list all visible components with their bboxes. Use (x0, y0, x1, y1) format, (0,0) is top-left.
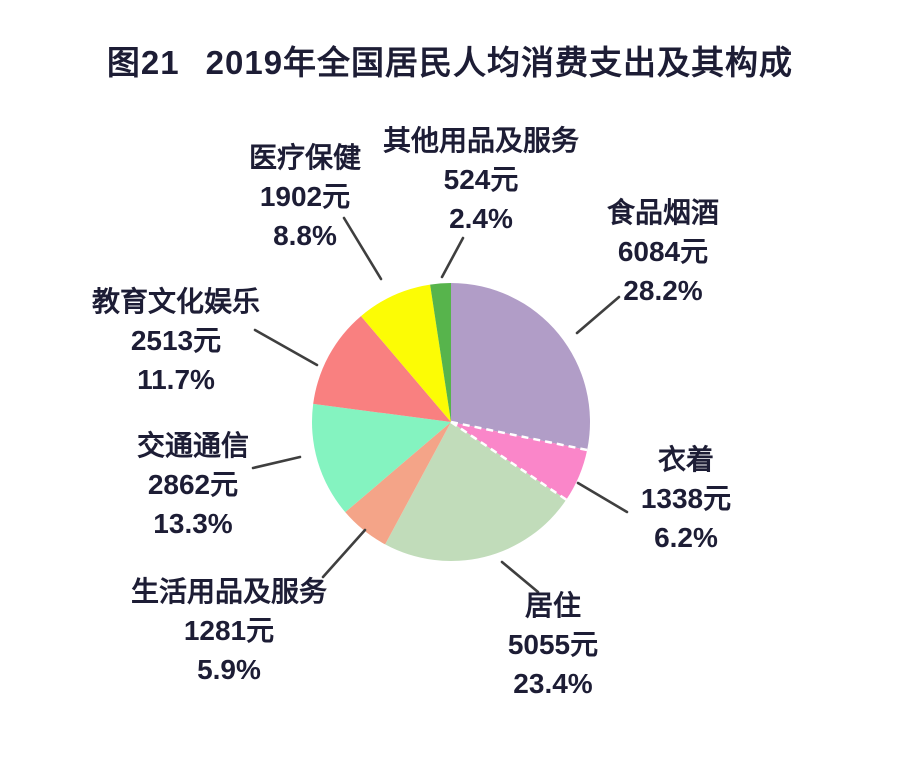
pie-slice-4 (311, 403, 451, 513)
pie-slice-7 (430, 283, 451, 422)
leader-line-5 (253, 328, 319, 367)
slice-name: 教育文化娱乐 (91, 286, 260, 317)
leader-line-1 (576, 481, 629, 514)
leader-line-4 (251, 455, 302, 470)
slice-name: 生活用品及服务 (130, 576, 327, 607)
slice-name: 其他用品及服务 (382, 125, 579, 156)
leader-line-6 (342, 216, 383, 281)
slice-amount: 2862元 (147, 469, 239, 500)
slice-percent: 28.2% (623, 275, 703, 306)
label-clothing: 衣着 1338元 6.2% (536, 440, 836, 557)
label-healthcare: 医疗保健 1902元 8.8% (155, 138, 455, 255)
slice-percent: 5.9% (197, 654, 261, 685)
label-food-tobacco-alcohol: 食品烟酒 6084元 28.2% (513, 193, 813, 310)
figure-number: 图21 (106, 44, 180, 81)
label-household-goods-services: 生活用品及服务 1281元 5.9% (79, 572, 379, 689)
slice-percent: 11.7% (137, 364, 215, 395)
slice-percent: 8.8% (273, 220, 337, 251)
slice-amount: 6084元 (617, 236, 709, 267)
label-other-goods-services: 其他用品及服务 524元 2.4% (331, 121, 631, 238)
slice-name: 居住 (524, 590, 581, 621)
slice-name: 医疗保健 (248, 142, 361, 173)
slice-amount: 524元 (443, 164, 519, 195)
leader-line-3 (321, 528, 367, 579)
pie-slice-5 (313, 316, 451, 422)
pie-slice-2 (385, 422, 567, 562)
pie-slices (311, 283, 590, 562)
slice-percent: 23.4% (513, 668, 593, 699)
slice-amount: 5055元 (507, 629, 599, 660)
slice-name: 食品烟酒 (606, 197, 719, 228)
slice-percent: 2.4% (449, 203, 513, 234)
slice-amount: 2513元 (130, 325, 222, 356)
pie-slice-0 (451, 283, 590, 450)
slice-amount: 1281元 (183, 615, 275, 646)
slice-amount: 1902元 (259, 181, 351, 212)
pie-slice-1 (451, 422, 588, 500)
label-education-culture-entertainment: 教育文化娱乐 2513元 11.7% (26, 282, 326, 399)
slice-amount: 1338元 (640, 483, 732, 514)
leader-line-7 (440, 236, 465, 279)
chart-title: 图21 2019年全国居民人均消费支出及其构成 (0, 36, 900, 84)
pie-slice-3 (345, 422, 451, 545)
pie-slice-6 (360, 284, 451, 422)
slice-percent: 13.3% (153, 508, 233, 539)
leader-lines (251, 216, 629, 594)
chart-title-text: 2019年全国居民人均消费支出及其构成 (205, 44, 794, 81)
slice-name: 衣着 (657, 444, 714, 475)
slice-name: 交通通信 (136, 430, 249, 461)
leader-line-2 (500, 560, 540, 594)
leader-line-0 (575, 295, 621, 335)
label-housing: 居住 5055元 23.4% (403, 586, 703, 703)
slice-percent: 6.2% (654, 522, 718, 553)
label-transport-communication: 交通通信 2862元 13.3% (43, 426, 343, 543)
